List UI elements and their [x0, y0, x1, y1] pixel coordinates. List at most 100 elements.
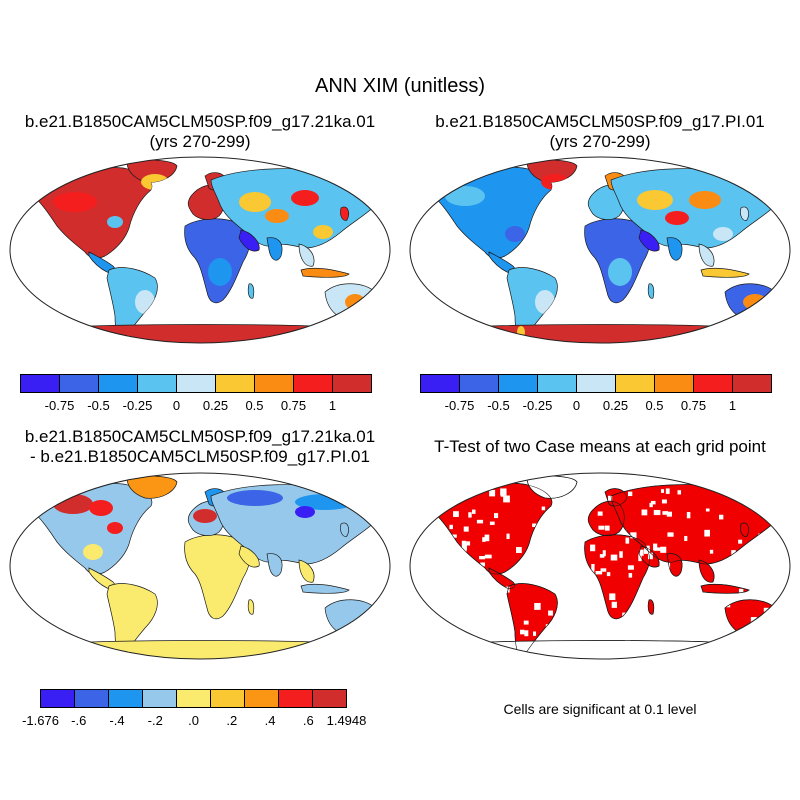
colorbar-21ka: -0.75 -0.5 -0.25 0 0.25 0.5 0.75 1 [20, 374, 372, 413]
field-patch [505, 226, 525, 242]
colorbar-tick-label: -1.676 [22, 713, 59, 728]
land-madagascar [247, 283, 255, 299]
non-significant-cell [649, 502, 653, 508]
field-patch [743, 294, 767, 310]
land-northAmerica [26, 166, 153, 259]
colorbar-tick-label: -.6 [71, 713, 86, 728]
non-significant-cell [591, 563, 595, 571]
colorbar-swatch [537, 374, 577, 393]
non-significant-cell [471, 509, 476, 514]
colorbar-tick-label: -.2 [148, 713, 163, 728]
non-significant-cell [484, 554, 492, 559]
colorbar-swatch [210, 689, 245, 708]
significance-note: Cells are significant at 0.1 level [503, 701, 697, 717]
colorbar-swatch [244, 689, 279, 708]
non-significant-cell [630, 532, 637, 539]
colorbar-swatch [137, 374, 177, 393]
non-significant-cell [662, 511, 669, 515]
non-significant-cell [639, 549, 644, 556]
non-significant-cell [764, 622, 769, 626]
field-patch [665, 211, 689, 225]
non-significant-cell [765, 500, 773, 504]
map-panel-ttest [409, 472, 791, 660]
non-significant-cell [686, 512, 691, 519]
non-significant-cell [489, 521, 495, 525]
non-significant-cell [453, 511, 459, 517]
land-newZealand [381, 319, 388, 331]
colorbar-swatch [215, 374, 255, 393]
non-significant-cell [737, 630, 743, 637]
field-patch [193, 509, 217, 523]
land-indonesia [300, 268, 350, 278]
colorbar-tick-label: -0.5 [87, 398, 109, 413]
land-newZealand [781, 635, 788, 647]
colorbar-tick-label: .6 [303, 713, 314, 728]
panel-2-title-line-1: b.e21.B1850CAM5CLM50SP.f09_g17.PI.01 [435, 112, 765, 131]
map-outline [409, 156, 791, 344]
non-significant-cell [595, 571, 603, 575]
non-significant-cell [610, 554, 618, 561]
colorbar-tick-label: 1.4948 [327, 713, 367, 728]
non-significant-cell [493, 513, 499, 519]
panel-2-title-line-2: (yrs 270-299) [549, 132, 651, 151]
land-japan [740, 206, 749, 221]
non-significant-cell [451, 534, 457, 538]
non-significant-cell [468, 512, 472, 518]
colorbar-tick-label: 1 [729, 398, 736, 413]
land-antarctica [33, 640, 370, 659]
non-significant-cell [650, 500, 656, 505]
non-significant-cell [609, 593, 616, 601]
field-patch [53, 192, 97, 212]
colorbar-swatch [312, 689, 347, 708]
colorbar-swatch [176, 689, 211, 708]
colorbar-swatch [142, 689, 177, 708]
non-significant-cell [449, 524, 453, 530]
coastline [781, 635, 788, 647]
land-india [666, 237, 683, 261]
field-patch [107, 522, 123, 534]
non-significant-cell [523, 620, 529, 625]
colorbar-swatch [732, 374, 772, 393]
field-patch [239, 192, 271, 212]
colorbar-swatch [108, 689, 143, 708]
field-patch [345, 294, 365, 310]
non-significant-cell [489, 489, 496, 497]
non-significant-cell [627, 491, 633, 497]
non-significant-cell [768, 488, 772, 495]
colorbar-pi: -0.75 -0.5 -0.25 0 0.25 0.5 0.75 1 [420, 374, 772, 413]
non-significant-cell [667, 532, 674, 537]
colorbar-tick-label: -0.25 [123, 398, 153, 413]
non-significant-cell [648, 552, 653, 560]
non-significant-cell [654, 547, 661, 551]
non-significant-cell [606, 572, 611, 577]
non-significant-cell [627, 565, 634, 570]
land-antarctica [433, 324, 770, 343]
non-significant-cell [500, 488, 507, 496]
land-seAsia [298, 559, 315, 583]
field-patch [89, 500, 113, 516]
non-significant-cell [619, 551, 623, 558]
non-significant-cell [597, 511, 603, 516]
panel-4-title-line-1: T-Test of two Case means at each grid po… [434, 437, 766, 456]
non-significant-cell [653, 509, 661, 516]
field-patch [107, 216, 123, 228]
non-significant-cell [731, 550, 736, 557]
non-significant-cell [638, 554, 642, 562]
field-patch [713, 227, 733, 241]
non-significant-cell [534, 602, 541, 610]
non-significant-cell [533, 631, 537, 636]
colorbar-tick-label: 1 [329, 398, 336, 413]
field-patch [445, 186, 485, 206]
coastline [740, 522, 749, 537]
field-patch [313, 225, 333, 239]
map-outline [9, 472, 391, 660]
colorbar-swatch [59, 374, 99, 393]
non-significant-cell [660, 546, 667, 553]
colorbar-swatch [176, 374, 216, 393]
coastline [638, 545, 660, 568]
panel-3-title-line-2: - b.e21.B1850CAM5CLM50SP.f09_g17.PI.01 [30, 447, 370, 466]
colorbar-tick-label: -0.5 [487, 398, 509, 413]
land-greenland [126, 475, 178, 499]
colorbar-swatch [576, 374, 616, 393]
non-significant-cell [476, 519, 484, 524]
